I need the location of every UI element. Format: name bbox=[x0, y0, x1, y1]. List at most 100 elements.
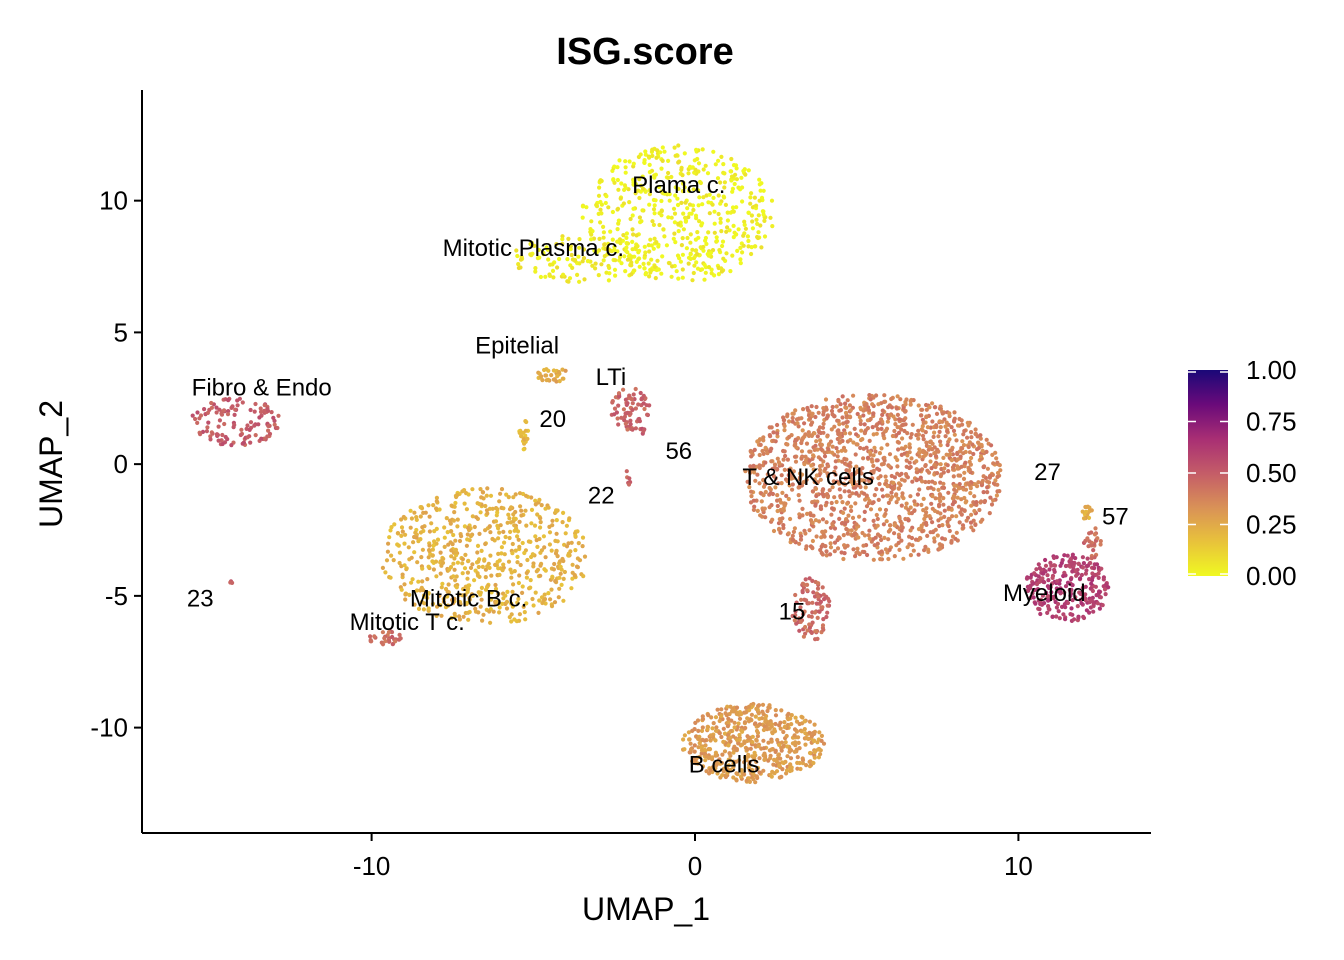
x-tick-label: 10 bbox=[1004, 851, 1033, 881]
cell-point bbox=[866, 477, 871, 482]
cell-point bbox=[524, 419, 529, 425]
cell-point bbox=[917, 487, 922, 492]
cell-point bbox=[824, 549, 829, 554]
cell-point bbox=[257, 415, 262, 420]
cell-point bbox=[696, 235, 701, 240]
cell-point bbox=[794, 729, 800, 734]
cell-point bbox=[882, 436, 887, 441]
cell-point bbox=[640, 208, 645, 213]
cell-point bbox=[1038, 597, 1044, 602]
cell-point bbox=[631, 161, 636, 166]
cell-point bbox=[551, 377, 557, 382]
cell-point bbox=[449, 554, 454, 559]
cell-point bbox=[820, 585, 825, 590]
cell-point bbox=[380, 565, 385, 571]
cell-point bbox=[946, 505, 952, 510]
cell-point bbox=[226, 398, 231, 403]
cell-point bbox=[736, 721, 741, 726]
cell-point bbox=[515, 600, 520, 605]
cell-point bbox=[795, 421, 800, 426]
cell-point bbox=[799, 456, 804, 461]
cell-point bbox=[810, 489, 816, 494]
cell-point bbox=[718, 220, 723, 225]
cell-point bbox=[812, 755, 817, 760]
cell-point bbox=[687, 202, 693, 207]
cell-point bbox=[598, 220, 603, 225]
cell-point bbox=[793, 441, 798, 447]
cell-point bbox=[800, 428, 805, 433]
cell-point bbox=[455, 524, 460, 529]
cell-point bbox=[1073, 595, 1078, 600]
cell-point bbox=[865, 455, 871, 460]
cell-point bbox=[637, 195, 642, 201]
cell-point bbox=[935, 471, 940, 476]
cell-point bbox=[947, 437, 952, 442]
cell-point bbox=[654, 240, 659, 245]
cell-point bbox=[781, 418, 787, 423]
cell-point bbox=[484, 493, 489, 498]
cell-point bbox=[509, 575, 514, 580]
cell-point bbox=[519, 513, 524, 518]
cell-point bbox=[842, 543, 847, 548]
cell-point bbox=[561, 272, 566, 277]
cell-point bbox=[659, 213, 664, 218]
cell-point bbox=[712, 230, 717, 235]
cell-point bbox=[551, 275, 556, 280]
cell-point bbox=[518, 257, 524, 262]
cell-point bbox=[690, 247, 695, 252]
cell-point bbox=[798, 537, 804, 542]
cell-point bbox=[708, 738, 713, 743]
cell-point bbox=[821, 592, 826, 597]
cell-point bbox=[1087, 539, 1092, 544]
cell-point bbox=[541, 534, 547, 539]
cell-point bbox=[832, 424, 837, 429]
cell-point bbox=[476, 559, 481, 564]
cell-point bbox=[927, 514, 932, 519]
cell-point bbox=[936, 434, 941, 439]
cell-point bbox=[777, 526, 782, 532]
cell-point bbox=[800, 581, 806, 586]
cell-point bbox=[821, 406, 826, 411]
cell-point bbox=[503, 534, 508, 540]
cell-point bbox=[606, 241, 611, 246]
cell-point bbox=[804, 763, 809, 768]
cell-point bbox=[724, 229, 729, 234]
cell-point bbox=[1083, 571, 1088, 576]
cell-point bbox=[404, 566, 409, 571]
cell-point bbox=[747, 469, 753, 474]
cell-point bbox=[420, 547, 425, 552]
cell-point bbox=[460, 571, 465, 576]
cell-point bbox=[271, 415, 276, 420]
cell-point bbox=[704, 769, 709, 774]
cell-point bbox=[769, 446, 774, 451]
cell-point bbox=[744, 778, 749, 783]
cell-point bbox=[676, 143, 681, 148]
cell-point bbox=[532, 243, 537, 248]
cell-point bbox=[823, 397, 829, 402]
cell-point bbox=[1065, 553, 1070, 558]
cell-point bbox=[843, 431, 848, 436]
cell-point bbox=[613, 395, 619, 400]
cell-point bbox=[922, 516, 927, 522]
cell-point bbox=[701, 195, 706, 200]
cell-point bbox=[905, 431, 910, 436]
cell-point bbox=[907, 465, 912, 471]
cell-point bbox=[630, 227, 635, 232]
cell-point bbox=[805, 628, 810, 633]
cell-point bbox=[550, 523, 555, 528]
cell-point bbox=[711, 721, 716, 726]
cell-point bbox=[715, 707, 720, 712]
cell-point bbox=[631, 232, 636, 237]
cell-point bbox=[613, 258, 618, 263]
cell-point bbox=[709, 267, 714, 272]
cell-point bbox=[427, 543, 432, 548]
cell-point bbox=[717, 248, 722, 253]
cell-point bbox=[821, 409, 826, 414]
cell-point bbox=[955, 538, 960, 543]
cell-point bbox=[759, 195, 765, 200]
cell-point bbox=[1050, 575, 1055, 581]
cell-point bbox=[400, 572, 405, 577]
cell-point bbox=[502, 540, 507, 545]
cell-point bbox=[1031, 581, 1036, 586]
cell-point bbox=[539, 503, 544, 508]
